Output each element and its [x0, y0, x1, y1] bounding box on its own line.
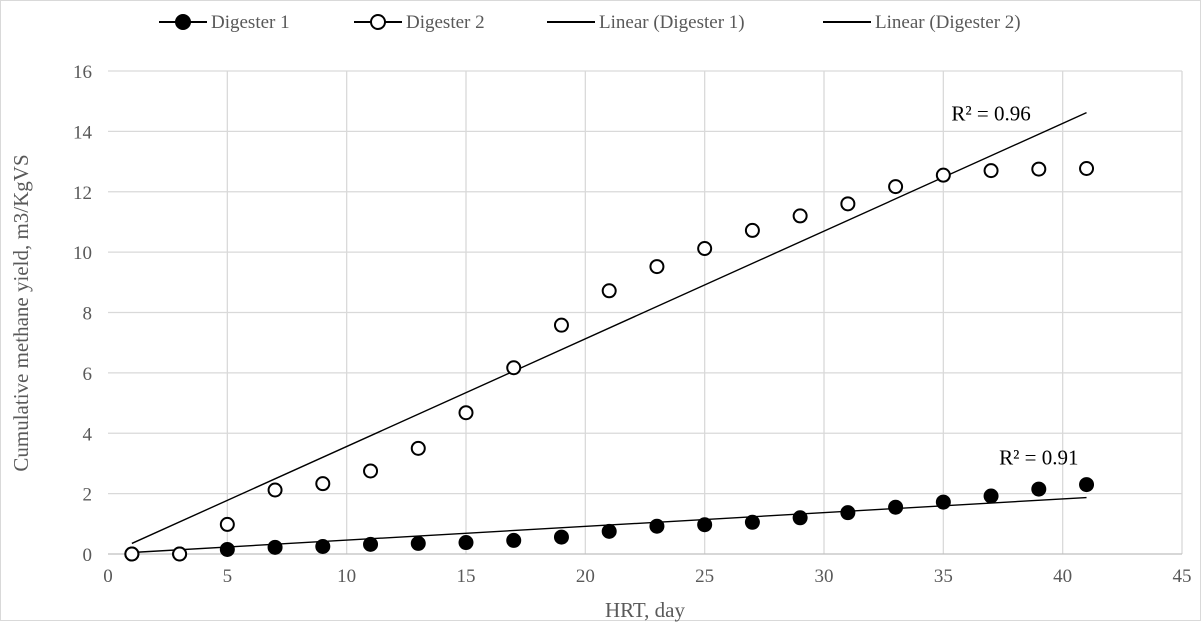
x-tick-labels: 0 5 10 15 20 25 30 35 40 45 [103, 566, 1191, 587]
y-tick-label: 10 [73, 243, 92, 264]
x-tick-label: 20 [576, 566, 595, 587]
point-digester-1 [315, 538, 331, 554]
point-digester-1 [744, 514, 760, 530]
x-tick-label: 25 [695, 566, 714, 587]
point-digester-1 [1031, 481, 1047, 497]
y-tick-label: 4 [83, 424, 93, 445]
y-tick-label: 14 [73, 122, 93, 143]
point-digester-2 [315, 476, 331, 492]
point-digester-1 [888, 499, 904, 515]
x-tick-label: 10 [337, 566, 356, 587]
point-digester-2 [458, 405, 474, 421]
x-tick-label: 35 [934, 566, 953, 587]
point-digester-1 [219, 541, 235, 557]
y-tick-label: 2 [83, 485, 93, 506]
point-digester-2 [1031, 161, 1047, 177]
point-digester-1 [458, 535, 474, 551]
legend: Digester 1 Digester 2 Linear (Digester 1) L… [159, 12, 1021, 33]
point-digester-2 [363, 463, 379, 479]
point-digester-2 [888, 179, 904, 195]
y-tick-labels: 0 2 4 6 8 10 12 14 16 [73, 62, 93, 566]
legend-label: Linear (Digester 1) [599, 12, 745, 33]
point-digester-1 [1079, 477, 1095, 493]
point-digester-2 [1079, 161, 1095, 177]
point-digester-2 [744, 222, 760, 238]
point-digester-2 [601, 283, 617, 299]
legend-label: Digester 2 [406, 12, 485, 33]
point-digester-2 [983, 163, 999, 179]
point-digester-2 [410, 440, 426, 456]
data-points [124, 161, 1095, 562]
legend-marker [175, 14, 191, 30]
point-digester-2 [697, 241, 713, 257]
x-tick-label: 5 [223, 566, 233, 587]
point-digester-1 [983, 488, 999, 504]
point-digester-2 [792, 208, 808, 224]
point-digester-2 [267, 482, 283, 498]
legend-marker [370, 14, 386, 30]
point-digester-2 [935, 167, 951, 183]
point-digester-1 [553, 529, 569, 545]
point-digester-1 [792, 510, 808, 526]
point-digester-2 [172, 546, 188, 562]
point-digester-2 [506, 360, 522, 376]
legend-label: Digester 1 [211, 12, 290, 33]
point-digester-2 [219, 516, 235, 532]
point-digester-1 [363, 536, 379, 552]
x-tick-label: 30 [815, 566, 834, 587]
y-tick-label: 6 [83, 364, 93, 385]
legend-label: Linear (Digester 2) [875, 12, 1021, 33]
y-axis-title: Cumulative methane yield, m3/KgVS [9, 154, 33, 471]
r-squared-annotations: R² = 0.91 R² = 0.96 [951, 101, 1078, 469]
y-tick-label: 8 [83, 304, 93, 325]
point-digester-1 [935, 494, 951, 510]
x-tick-label: 0 [103, 566, 113, 587]
trendline-2 [131, 112, 1087, 545]
r-squared-label: R² = 0.91 [999, 445, 1078, 469]
y-tick-label: 16 [73, 62, 92, 83]
x-axis-title: HRT, day [605, 598, 686, 622]
point-digester-1 [649, 518, 665, 534]
point-digester-1 [840, 505, 856, 521]
y-tick-label: 0 [83, 545, 93, 566]
point-digester-1 [267, 539, 283, 555]
point-digester-1 [601, 523, 617, 539]
r-squared-label: R² = 0.96 [951, 101, 1030, 125]
y-tick-label: 12 [73, 183, 92, 204]
point-digester-2 [553, 317, 569, 333]
x-tick-label: 45 [1173, 566, 1192, 587]
point-digester-1 [410, 535, 426, 551]
x-tick-label: 15 [457, 566, 476, 587]
point-digester-2 [649, 259, 665, 275]
point-digester-2 [840, 196, 856, 212]
point-digester-2 [124, 546, 140, 562]
point-digester-1 [697, 517, 713, 533]
x-tick-label: 40 [1053, 566, 1072, 587]
point-digester-1 [506, 532, 522, 548]
